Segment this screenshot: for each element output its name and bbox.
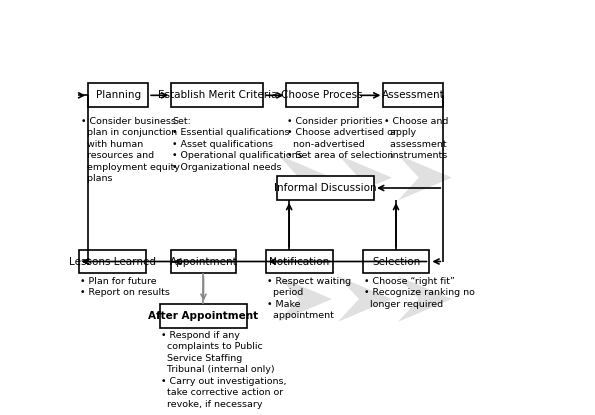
FancyBboxPatch shape bbox=[266, 249, 333, 273]
Text: • Choose and
  apply
  assessment
  instruments: • Choose and apply assessment instrument… bbox=[384, 117, 449, 160]
Text: Informal Discussion: Informal Discussion bbox=[274, 183, 377, 193]
Text: Appointment: Appointment bbox=[170, 256, 237, 266]
Text: • Consider priorities
• Choose advertised or
  non-advertised
• Set area of sele: • Consider priorities • Choose advertise… bbox=[287, 117, 397, 160]
FancyBboxPatch shape bbox=[88, 83, 148, 107]
Text: Establish Merit Criteria: Establish Merit Criteria bbox=[158, 90, 277, 100]
Text: Assessment: Assessment bbox=[382, 90, 444, 100]
FancyBboxPatch shape bbox=[171, 249, 236, 273]
Text: • Plan for future
• Report on results: • Plan for future • Report on results bbox=[80, 277, 170, 297]
FancyBboxPatch shape bbox=[287, 83, 358, 107]
Text: Selection: Selection bbox=[372, 256, 420, 266]
Text: Set:
• Essential qualifications
• Asset qualifications
• Operational qualificati: Set: • Essential qualifications • Asset … bbox=[172, 117, 303, 172]
FancyBboxPatch shape bbox=[277, 176, 374, 200]
FancyBboxPatch shape bbox=[383, 83, 443, 107]
FancyBboxPatch shape bbox=[362, 249, 430, 273]
Polygon shape bbox=[278, 155, 332, 200]
Text: Lessons Learned: Lessons Learned bbox=[69, 256, 156, 266]
Polygon shape bbox=[338, 155, 392, 200]
Text: Planning: Planning bbox=[96, 90, 141, 100]
Text: After Appointment: After Appointment bbox=[148, 311, 259, 321]
Polygon shape bbox=[338, 276, 392, 322]
Text: • Consider business
  plan in conjunction
  with human
  resources and
  employm: • Consider business plan in conjunction … bbox=[82, 117, 180, 183]
Text: Choose Process: Choose Process bbox=[281, 90, 363, 100]
Polygon shape bbox=[398, 276, 452, 322]
Text: • Respect waiting
  period
• Make
  appointment: • Respect waiting period • Make appointm… bbox=[267, 277, 351, 320]
FancyBboxPatch shape bbox=[159, 304, 248, 328]
FancyBboxPatch shape bbox=[79, 249, 146, 273]
Polygon shape bbox=[398, 155, 452, 200]
Text: • Respond if any
  complaints to Public
  Service Staffing
  Tribunal (internal : • Respond if any complaints to Public Se… bbox=[161, 331, 286, 409]
Text: Notification: Notification bbox=[269, 256, 329, 266]
Polygon shape bbox=[278, 276, 332, 322]
FancyBboxPatch shape bbox=[171, 83, 264, 107]
Text: • Choose “right fit”
• Recognize ranking no
  longer required: • Choose “right fit” • Recognize ranking… bbox=[364, 277, 474, 309]
